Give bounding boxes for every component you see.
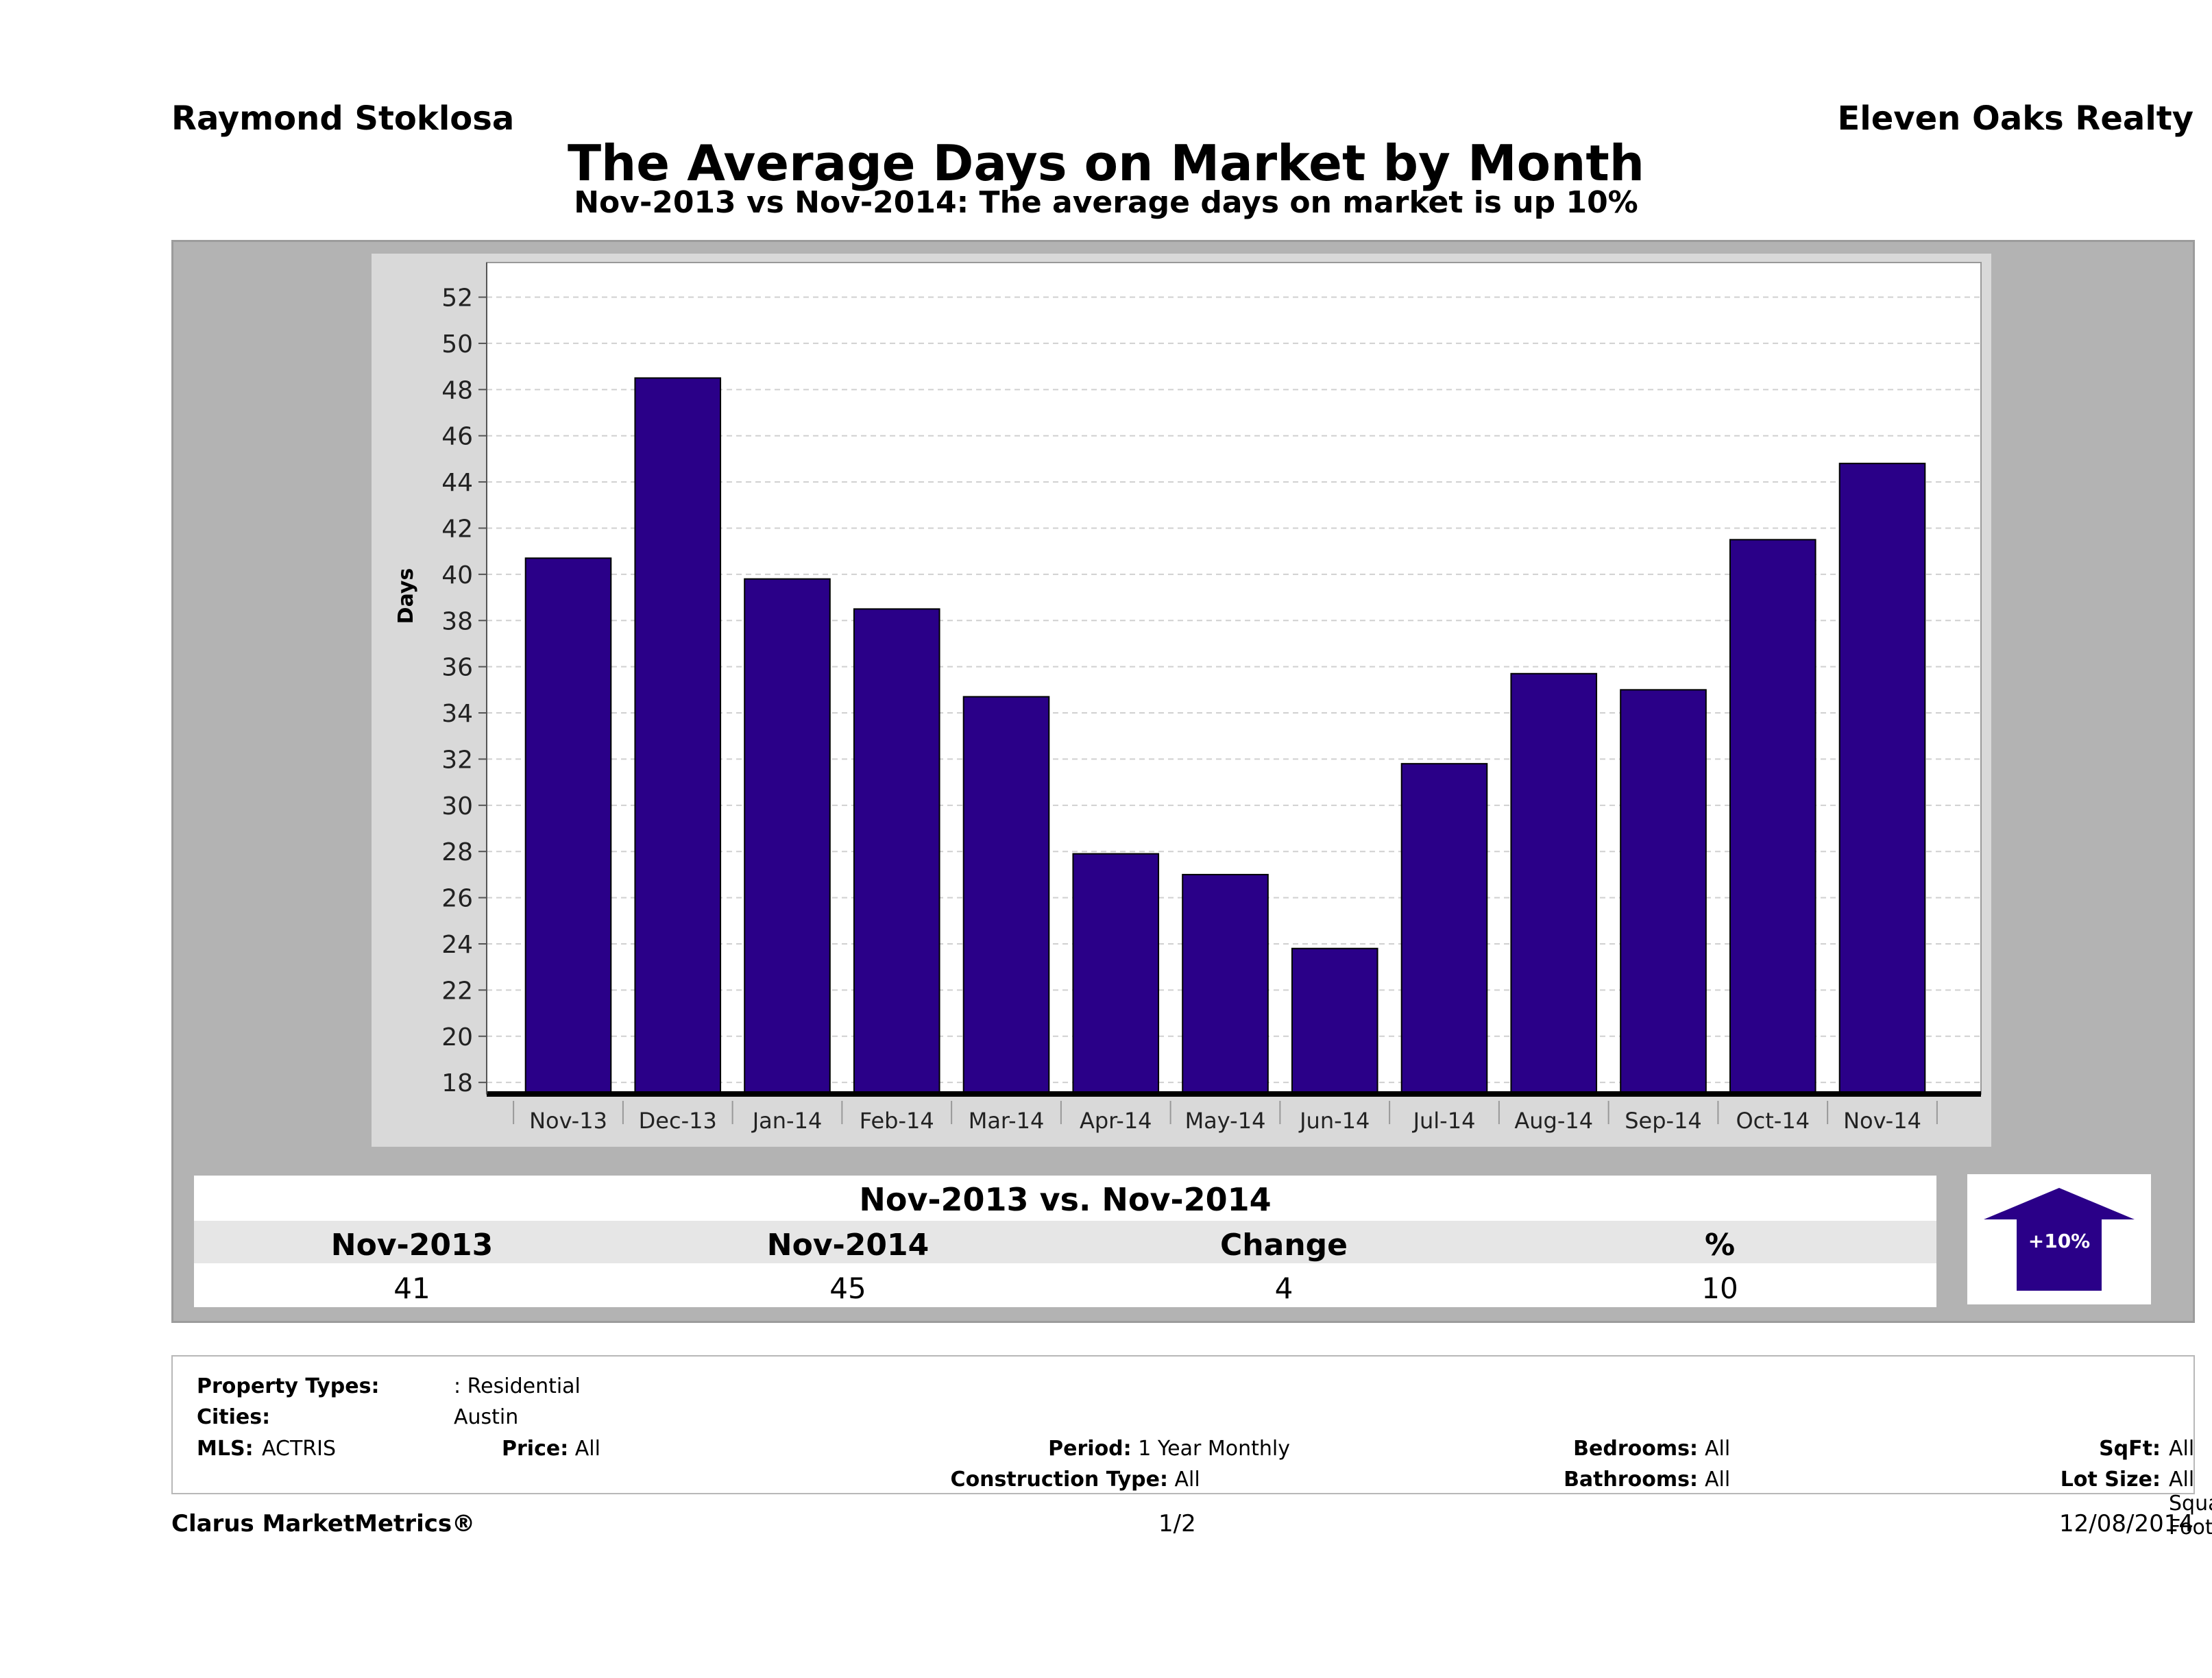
bar-jul-14: [1400, 763, 1488, 1095]
x-tick-label: Nov-14: [1843, 1108, 1921, 1134]
value-percent: 10: [1701, 1272, 1738, 1305]
bar-may-14: [1182, 873, 1269, 1095]
header-change: Change: [1220, 1228, 1348, 1263]
mls-value: ACTRIS: [262, 1437, 337, 1461]
chart-subtitle: Nov-2013 vs Nov-2014: The average days o…: [574, 185, 1638, 220]
bar-feb-14: [853, 608, 940, 1095]
filter-summary: Property Types: : Residential Cities: Au…: [171, 1355, 2212, 1540]
bar-nov-13: [524, 557, 612, 1095]
value-nov-2014: 45: [829, 1272, 866, 1305]
x-tick-label: May-14: [1185, 1108, 1266, 1134]
bar-mar-14: [962, 696, 1050, 1095]
y-tick-label: 38: [441, 607, 473, 635]
company-name: Eleven Oaks Realty: [1837, 99, 2193, 138]
y-tick-label: 48: [441, 376, 473, 404]
x-tick-label: Dec-13: [639, 1108, 717, 1134]
lot-size-value: All Square Footage: [2169, 1468, 2212, 1540]
value-change: 4: [1274, 1272, 1293, 1305]
period-value: 1 Year Monthly: [1138, 1437, 1290, 1461]
footer-brand: Clarus MarketMetrics®: [171, 1510, 476, 1537]
period-label: Period:: [1048, 1437, 1132, 1461]
chart-title: The Average Days on Market by Month: [567, 134, 1645, 192]
bedrooms-label: Bedrooms:: [1573, 1437, 1698, 1461]
mls-label: MLS:: [197, 1437, 254, 1461]
x-tick-label: Jul-14: [1412, 1108, 1476, 1134]
construction-label: Construction Type:: [950, 1468, 1168, 1492]
report-date: 12/08/2014: [2059, 1510, 2193, 1537]
y-tick-label: 44: [441, 469, 473, 497]
x-tick-label: Mar-14: [969, 1108, 1045, 1134]
y-tick-label: 32: [441, 746, 473, 774]
agent-name: Raymond Stoklosa: [171, 99, 515, 138]
change-badge-label: +10%: [2028, 1230, 2090, 1252]
x-tick-label: Aug-14: [1514, 1108, 1593, 1134]
comparison-header-row: Nov-2013 Nov-2014 Change %: [194, 1221, 1936, 1263]
period-filter: Period: 1 Year Monthly: [899, 1437, 1290, 1461]
header-percent: %: [1704, 1228, 1736, 1263]
up-arrow-icon: [1984, 1188, 2135, 1291]
y-tick-label: 22: [441, 977, 473, 1005]
bar-apr-14: [1072, 853, 1160, 1095]
y-tick-label: 46: [441, 423, 473, 451]
bar-nov-14: [1838, 463, 1926, 1095]
bar-jun-14: [1291, 947, 1378, 1095]
comparison-title: Nov-2013 vs. Nov-2014: [859, 1181, 1272, 1218]
price-filter: Price: All: [502, 1437, 600, 1461]
x-tick-label: Jan-14: [751, 1108, 823, 1134]
header-nov-2013: Nov-2013: [330, 1228, 494, 1263]
y-tick-label: 30: [441, 792, 473, 820]
property-types-value: : Residential: [454, 1374, 581, 1398]
y-tick-label: 28: [441, 838, 473, 866]
bar-jan-14: [744, 578, 831, 1095]
x-tick-label: Oct-14: [1736, 1108, 1810, 1134]
cities-value: Austin: [454, 1405, 519, 1429]
construction-value: All: [1174, 1468, 1200, 1492]
change-badge: +10%: [1967, 1174, 2151, 1304]
y-tick-label: 26: [441, 885, 473, 913]
lot-size-label: Lot Size:: [2060, 1468, 2161, 1492]
bar-oct-14: [1729, 539, 1816, 1095]
bar-aug-14: [1510, 672, 1598, 1095]
header-nov-2014: Nov-2014: [766, 1228, 929, 1263]
bar-dec-13: [634, 377, 722, 1095]
y-tick-label: 36: [441, 654, 473, 682]
x-tick-label: Nov-13: [529, 1108, 607, 1134]
construction-filter: Construction Type: All: [776, 1468, 1290, 1492]
cities-label: Cities:: [197, 1405, 271, 1429]
x-tick-label: Apr-14: [1080, 1108, 1152, 1134]
y-tick-label: 24: [441, 931, 473, 959]
y-tick-label: 50: [441, 330, 473, 358]
bar-chart: 18 20 22 24 26 28 30 32 34 36 38 40 42 44 46 48 50 52 Nov-…: [394, 262, 1982, 1134]
price-value: All: [574, 1437, 600, 1461]
page-number: 1/2: [1158, 1510, 1196, 1537]
bar-sep-14: [1620, 689, 1707, 1095]
x-tick-label: Sep-14: [1625, 1108, 1702, 1134]
y-tick-label: 42: [441, 515, 473, 543]
sqft-label: SqFt:: [2099, 1437, 2161, 1461]
x-tick-label: Jun-14: [1298, 1108, 1370, 1134]
bedrooms-value: All: [1705, 1437, 1731, 1461]
y-tick-label: 20: [441, 1023, 473, 1051]
value-nov-2013: 41: [393, 1272, 430, 1305]
comparison-table: Nov-2013 vs. Nov-2014 Nov-2013 Nov-2014 …: [194, 1176, 1936, 1307]
comparison-value-row: 41 45 4 10: [194, 1263, 1936, 1307]
y-tick-label: 52: [441, 284, 473, 313]
x-tick-label: Feb-14: [860, 1108, 934, 1134]
chart-panel: 18 20 22 24 26 28 30 32 34 36 38 40 42 44 46 48 50 52 Nov-…: [372, 254, 1991, 1147]
y-tick-label: 40: [441, 561, 473, 589]
y-tick-label: 18: [441, 1069, 473, 1097]
y-tick-label: 34: [441, 700, 473, 728]
comparison-title-row: Nov-2013 vs. Nov-2014: [194, 1176, 1936, 1221]
price-label: Price:: [502, 1437, 569, 1461]
bathrooms-value: All: [1705, 1468, 1731, 1492]
bathrooms-label: Bathrooms:: [1564, 1468, 1698, 1492]
y-axis-label: Days: [394, 568, 418, 624]
sqft-value: All: [2169, 1437, 2195, 1461]
property-types-label: Property Types:: [197, 1374, 380, 1398]
